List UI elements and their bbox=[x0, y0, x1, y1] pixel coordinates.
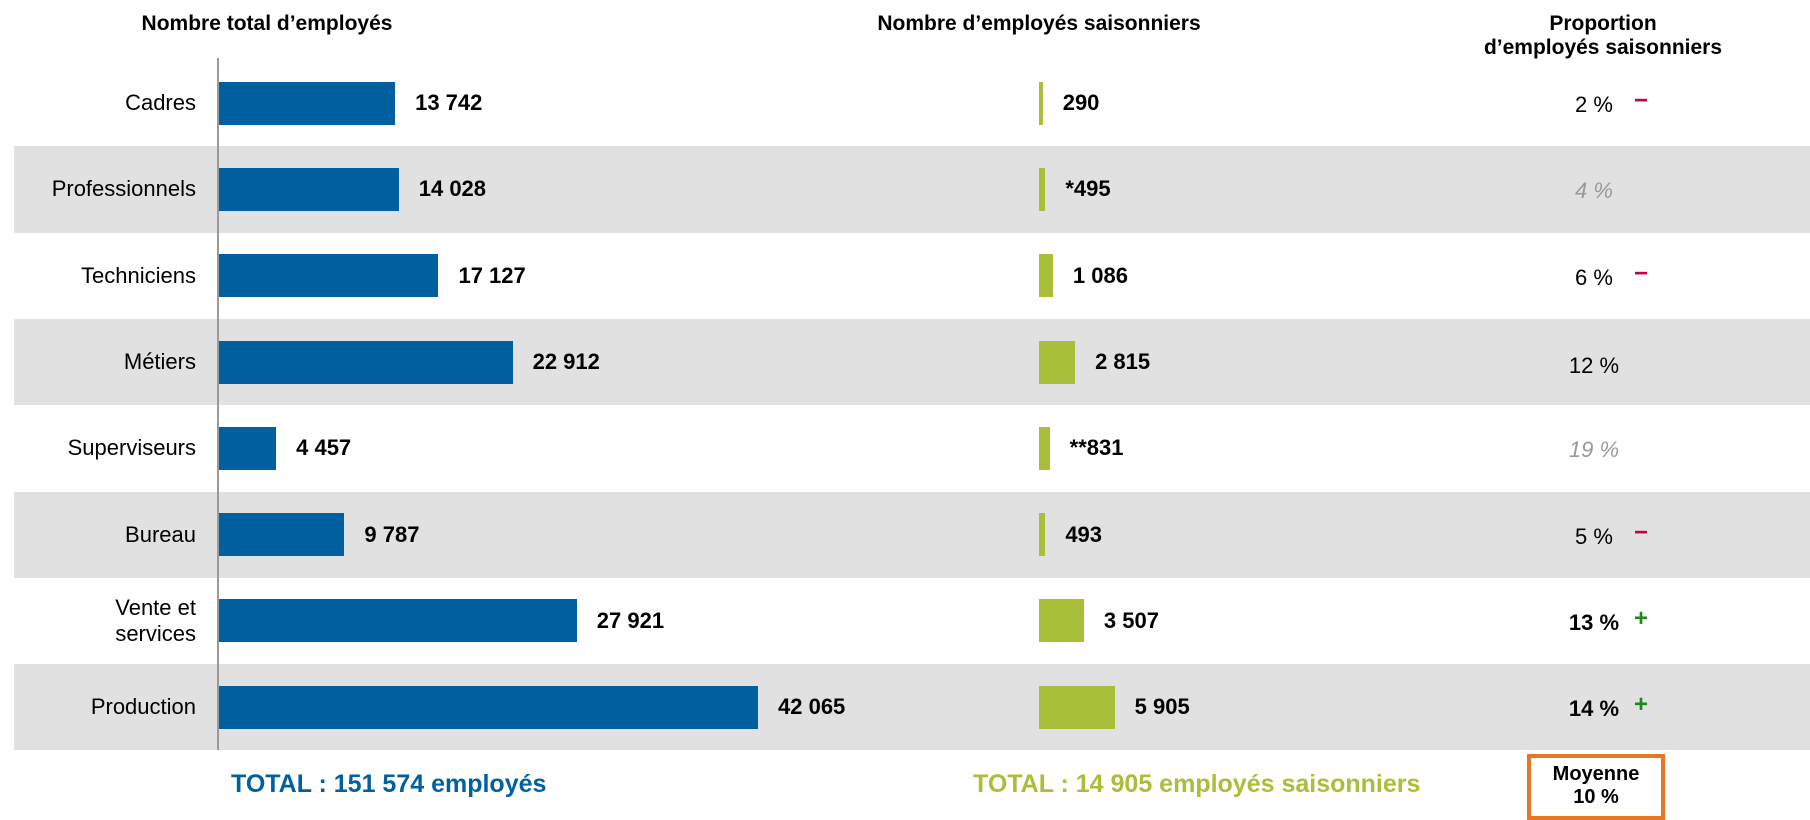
proportion-label: 12 % bbox=[1568, 353, 1620, 379]
value-label: 42 065 bbox=[778, 694, 846, 720]
category-label: Bureau bbox=[125, 521, 196, 547]
bar bbox=[219, 513, 345, 557]
bar bbox=[219, 254, 439, 298]
trend-sign: + bbox=[1634, 691, 1649, 719]
value-label: *495 bbox=[1065, 176, 1111, 202]
bar bbox=[1039, 340, 1076, 384]
bar bbox=[1039, 599, 1084, 643]
proportion-label: 13 % bbox=[1568, 609, 1620, 635]
bar bbox=[1039, 685, 1115, 729]
value-label: 9 787 bbox=[364, 521, 420, 547]
bar bbox=[1039, 81, 1043, 125]
value-label: 1 086 bbox=[1072, 262, 1128, 288]
category-label: Professionnels bbox=[51, 176, 196, 202]
bar bbox=[219, 167, 399, 211]
proportion-label: 19 % bbox=[1568, 437, 1620, 463]
value-label: 5 905 bbox=[1134, 694, 1190, 720]
trend-sign: + bbox=[1634, 604, 1649, 632]
bar bbox=[219, 426, 277, 470]
column-title: Nombre d’employés saisonniers bbox=[877, 12, 1201, 35]
value-label: 14 028 bbox=[418, 176, 487, 202]
axis-line bbox=[217, 58, 219, 751]
category-label: Cadres bbox=[125, 90, 196, 116]
average-label: Moyenne bbox=[1552, 763, 1640, 785]
value-label: 493 bbox=[1065, 521, 1103, 547]
bar bbox=[1039, 254, 1053, 298]
bar bbox=[219, 340, 513, 384]
trend-sign: − bbox=[1634, 87, 1649, 115]
value-label: 2 815 bbox=[1095, 349, 1151, 375]
column-title: Proportion d’employés saisonniers bbox=[1483, 12, 1723, 59]
total: TOTAL : 151 574 employés bbox=[231, 770, 547, 798]
average-value: 10 % bbox=[1573, 786, 1619, 808]
value-label: 290 bbox=[1062, 90, 1100, 116]
category-label: Superviseurs bbox=[67, 435, 196, 461]
value-label: **831 bbox=[1069, 435, 1124, 461]
trend-sign: − bbox=[1634, 518, 1649, 546]
bar bbox=[1039, 513, 1046, 557]
bar bbox=[219, 81, 396, 125]
proportion-label: 2 % bbox=[1575, 92, 1613, 118]
category-label: Techniciens bbox=[81, 262, 196, 288]
bar bbox=[219, 599, 577, 643]
bar bbox=[1039, 426, 1050, 470]
value-label: 22 912 bbox=[532, 349, 600, 375]
value-label: 13 742 bbox=[415, 90, 483, 116]
trend-sign: − bbox=[1634, 259, 1649, 287]
proportion-label: 5 % bbox=[1575, 523, 1613, 549]
bar bbox=[219, 685, 758, 729]
value-label: 27 921 bbox=[596, 607, 665, 633]
proportion-label: 14 % bbox=[1568, 696, 1620, 722]
proportion-label: 6 % bbox=[1575, 264, 1613, 290]
value-label: 4 457 bbox=[296, 435, 352, 461]
category-label: Métiers bbox=[123, 349, 196, 375]
column-title: Nombre total d’employés bbox=[141, 12, 393, 35]
value-label: 17 127 bbox=[458, 262, 526, 288]
category-label: Vente et services bbox=[115, 594, 196, 646]
proportion-label: 4 % bbox=[1575, 178, 1613, 204]
value-label: 3 507 bbox=[1103, 607, 1159, 633]
bar bbox=[1039, 167, 1046, 211]
average-box: Moyenne 10 % bbox=[1527, 754, 1665, 820]
category-label: Production bbox=[90, 694, 196, 720]
total: TOTAL : 14 905 employés saisonniers bbox=[973, 770, 1421, 798]
